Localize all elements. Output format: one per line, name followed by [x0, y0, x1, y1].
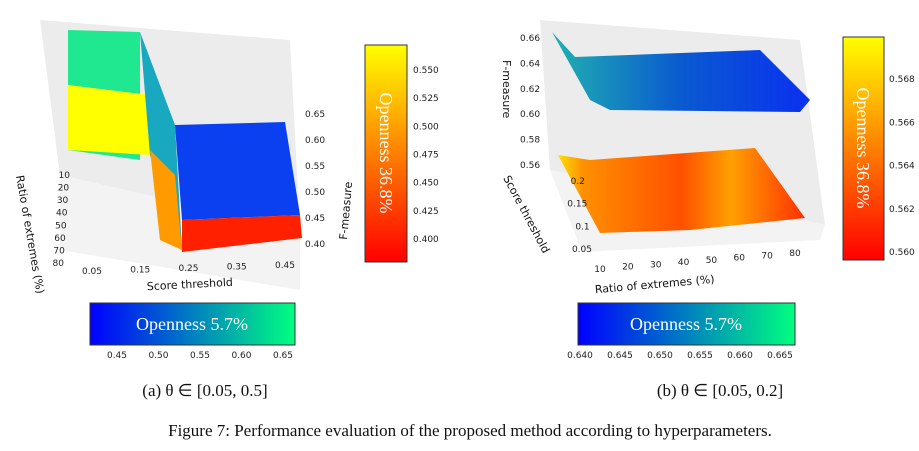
panel-b-z-tick: 0.56 [520, 161, 540, 171]
panel-a-z-tick: 0.50 [305, 188, 325, 198]
panel-b-x-tick: 70 [761, 251, 773, 261]
figure-caption: Figure 7: Performance evaluation of the … [168, 421, 772, 440]
panel-a-colorbar-vertical-tick: 0.400 [413, 235, 439, 245]
panel-b-colorbar-horizontal-tick: 0.650 [647, 351, 673, 361]
panel-b-x-tick: 30 [650, 260, 662, 270]
panel-b-x-tick: 80 [789, 249, 801, 259]
panel-a-x-tick: 0.35 [227, 263, 247, 273]
panel-a-y-tick: 50 [55, 221, 67, 231]
panel-a-colorbar-horizontal-tick: 0.45 [107, 351, 127, 361]
panel-b-colorbar-horizontal-tick: 0.655 [687, 351, 713, 361]
panel-a-z-tick: 0.55 [305, 162, 325, 172]
panel-b-colorbar-vertical-label: Openness 36.8% [853, 88, 873, 209]
panel-a-y-tick: 80 [53, 259, 65, 269]
panel-b-colorbar-vertical-tick: 0.566 [889, 118, 915, 128]
panel-b-z-tick: 0.60 [520, 110, 540, 120]
panel-b-colorbar-horizontal [577, 302, 796, 346]
panel-a-plot [40, 20, 302, 290]
panel-a-colorbar-vertical-tick: 0.475 [413, 151, 439, 161]
panel-a-colorbar-vertical-tick: 0.425 [413, 207, 439, 217]
panel-b-z-tick: 0.62 [520, 85, 540, 95]
panel-a-colorbar-horizontal-tick: 0.65 [273, 351, 293, 361]
panel-a-z-tick: 0.40 [305, 240, 325, 250]
panel-a-x-tick: 0.05 [82, 267, 102, 277]
panel-a-colorbar-horizontal [89, 302, 296, 346]
panel-b-x-label: Ratio of extremes (%) [594, 273, 715, 296]
panel-b-surface-blue [552, 32, 810, 112]
panel-b-y-tick: 0.15 [567, 200, 587, 210]
panel-a-surface-red [182, 215, 302, 252]
panel-b-x-tick: 20 [622, 263, 634, 273]
panel-b-colorbar-vertical-tick: 0.568 [889, 75, 915, 85]
panel-b-surface-orange [558, 148, 805, 233]
panel-b-colorbar-horizontal-label: Openness 5.7% [630, 314, 742, 334]
panel-b-y-tick: 0.2 [571, 177, 585, 187]
panel-a-surface-blue [175, 122, 300, 220]
panel-a-y-tick: 30 [57, 196, 69, 206]
panel-a-x-tick: 0.25 [178, 264, 198, 274]
panel-b-x-tick: 10 [594, 265, 606, 275]
panel-b-colorbar-vertical-tick: 0.564 [889, 162, 915, 172]
panel-a-y-tick: 70 [53, 246, 65, 256]
panel-b-x-tick: 60 [734, 254, 746, 264]
panel-b-z-label: F-measure [500, 60, 513, 119]
panel-a-colorbar-horizontal-tick: 0.50 [148, 351, 168, 361]
panel-a-x-tick: 0.15 [130, 266, 150, 276]
panel-b-colorbar-horizontal-tick: 0.645 [607, 351, 633, 361]
panel-a-y-label: Ratio of extremes (%) [13, 174, 47, 294]
panel-a-z-tick: 0.45 [305, 214, 325, 224]
panel-b-colorbar-vertical-tick: 0.562 [889, 205, 915, 215]
panel-a-z-tick: 0.60 [305, 136, 325, 146]
panel-b-y-tick: 0.1 [575, 222, 589, 232]
panel-a-x-label: Score threshold [146, 276, 233, 293]
panel-a-colorbar-horizontal-tick: 0.60 [231, 351, 251, 361]
panel-a-colorbar-vertical-label: Openness 36.8% [376, 93, 396, 214]
panel-a-colorbar-vertical [364, 44, 408, 263]
panel-b-x-tick: 50 [706, 256, 718, 266]
panel-a-colorbar-vertical-tick: 0.525 [413, 94, 439, 104]
panel-a-z-tick: 0.65 [305, 110, 325, 120]
panel-b-y-label: Score threshold [500, 173, 552, 255]
panel-a-surface-orange [150, 150, 182, 250]
panel-b-z-tick: 0.58 [520, 136, 540, 146]
panel-b-plot [540, 20, 825, 252]
panel-b-colorbar-vertical-tick: 0.560 [889, 248, 915, 258]
panel-a-caption: (a) θ ∈ [0.05, 0.5] [142, 381, 267, 400]
panel-b-z-tick: 0.66 [520, 34, 540, 44]
panel-a-colorbar-vertical-tick: 0.550 [413, 66, 439, 76]
panel-a-x-tick: 0.45 [275, 261, 295, 271]
panel-a-colorbar-vertical-tick: 0.450 [413, 179, 439, 189]
panel-b-colorbar-horizontal-tick: 0.640 [567, 351, 593, 361]
panel-b-x-tick: 40 [678, 258, 690, 268]
panel-a-colorbar-horizontal-label: Openness 5.7% [136, 314, 248, 334]
tick-labels: 0.05 0.15 0.25 0.35 0.45 10 20 30 40 50 60 70 80 0.40… [53, 34, 915, 361]
panel-b-colorbar-horizontal-tick: 0.660 [727, 351, 753, 361]
panel-b-caption: (b) θ ∈ [0.05, 0.2] [657, 381, 783, 400]
panel-b-y-tick: 0.05 [572, 245, 592, 255]
panel-a-colorbar-horizontal-tick: 0.55 [190, 351, 210, 361]
panel-b-colorbar-vertical [842, 36, 885, 261]
panel-a-surface-yellow [68, 85, 150, 155]
panel-a-y-tick: 20 [58, 184, 70, 194]
panel-a-y-tick: 40 [56, 209, 68, 219]
panel-a-colorbar-vertical-tick: 0.500 [413, 122, 439, 132]
panel-a-y-tick: 10 [59, 171, 71, 181]
panel-b-z-tick: 0.64 [520, 59, 540, 69]
panel-a-y-tick: 60 [54, 234, 66, 244]
panel-a-z-label: F-measure [337, 181, 355, 240]
panel-b-colorbar-horizontal-tick: 0.665 [767, 351, 793, 361]
